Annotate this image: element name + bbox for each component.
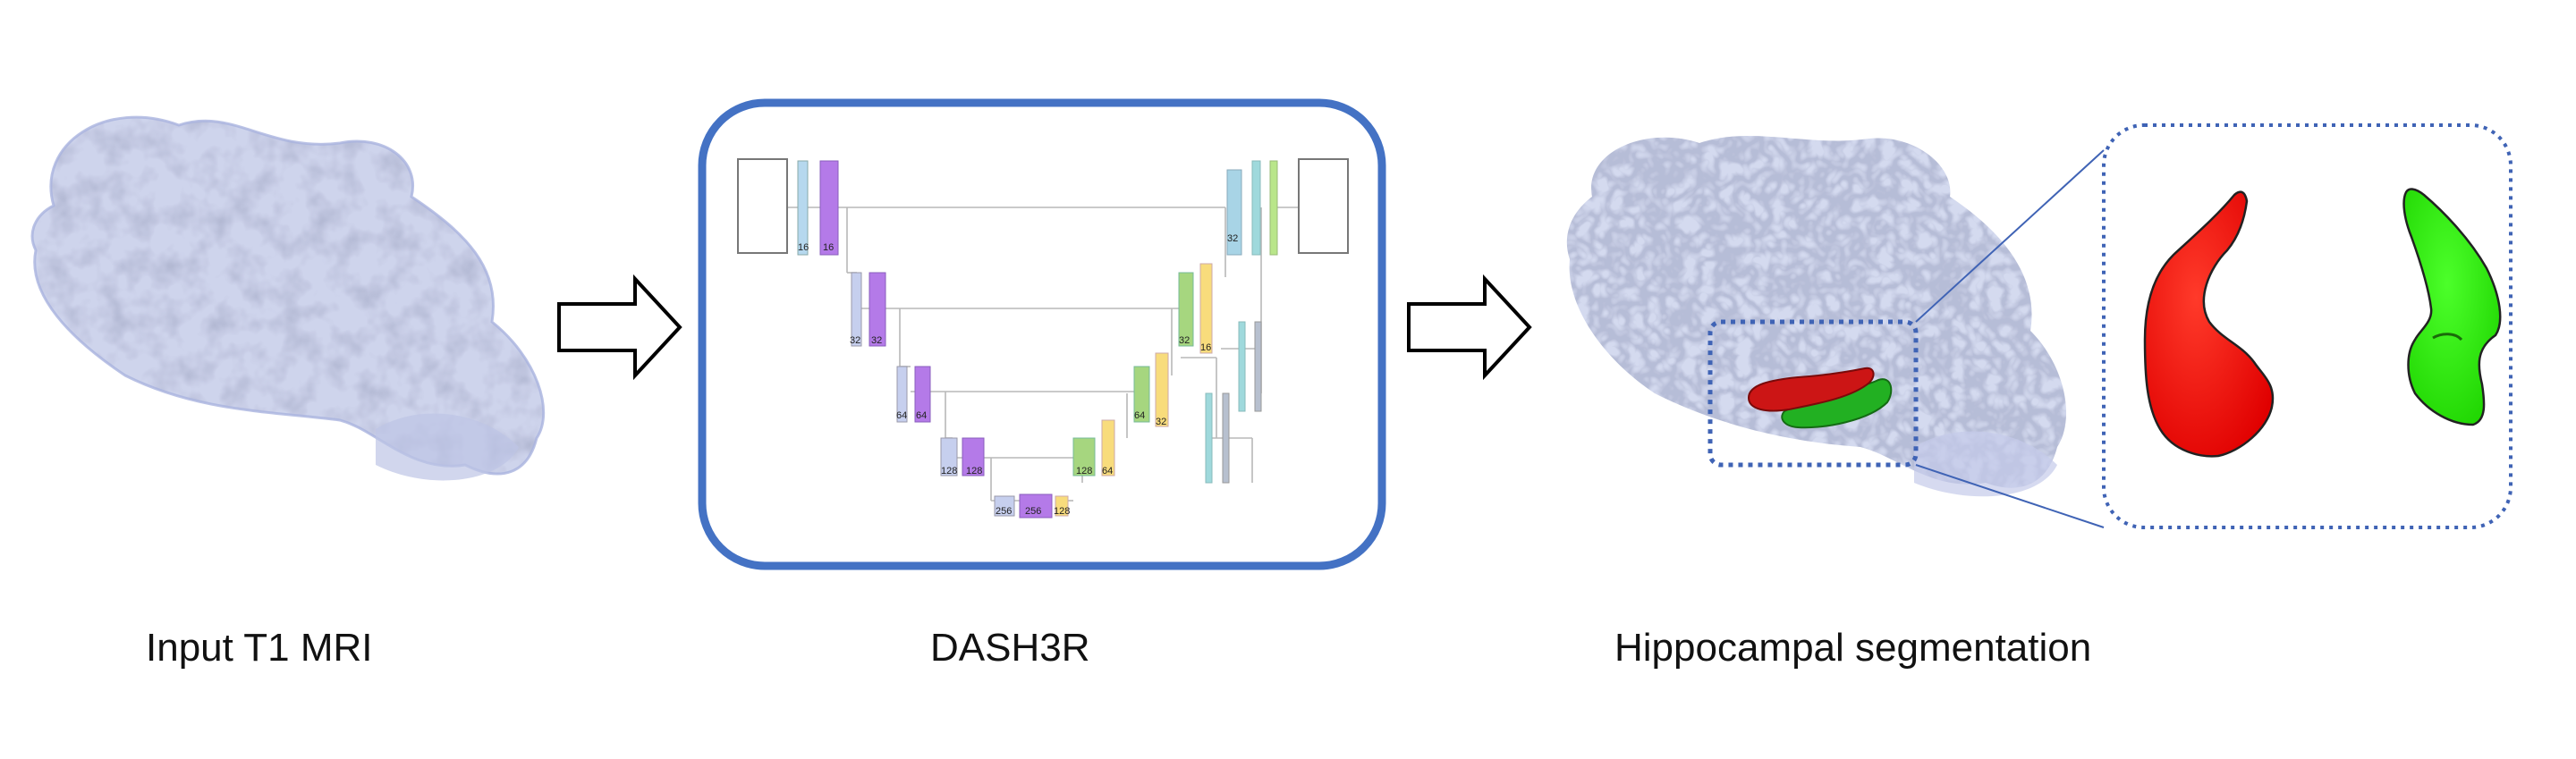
- small-hippocampus-red: [1747, 367, 1875, 412]
- output-brain-render: [1566, 135, 2066, 497]
- dec1-label-a: 32: [1227, 233, 1238, 244]
- enc1-label-b: 16: [823, 242, 834, 253]
- enc1-label-a: 16: [798, 242, 809, 253]
- arrow-model-to-output: [1407, 274, 1532, 381]
- dec4-label-a: 128: [1076, 466, 1092, 476]
- enc3-label-a: 64: [896, 410, 907, 421]
- zoom-connector-lines: [1915, 149, 2105, 528]
- enc4-label-a: 128: [941, 466, 957, 476]
- bottleneck-label-a: 256: [996, 506, 1012, 517]
- arrow-input-to-model: [557, 274, 682, 381]
- dash3r-model-panel: 16 16 32 32 64 64 128 128 256 256 128 12…: [698, 98, 1386, 570]
- caption-output: Hippocampal segmentation: [1614, 626, 2092, 670]
- enc2-label-a: 32: [850, 335, 860, 346]
- output-volume-box: [1298, 158, 1349, 254]
- dec4-label-b: 64: [1102, 466, 1113, 476]
- caption-input: Input T1 MRI: [146, 626, 373, 670]
- bottleneck-label-c: 128: [1054, 506, 1070, 517]
- enc4-label-b: 128: [966, 466, 982, 476]
- segmentation-zoom-panel: [2102, 123, 2512, 529]
- dec3-label-a: 64: [1134, 410, 1145, 421]
- dec2-label-a: 32: [1179, 335, 1190, 346]
- enc3-label-b: 64: [916, 410, 927, 421]
- caption-model: DASH3R: [930, 626, 1090, 670]
- zoom-region-box: [1707, 319, 1919, 468]
- enc2-label-b: 32: [871, 335, 882, 346]
- hippocampus-red-zoom: [2143, 190, 2275, 458]
- bottleneck-label-b: 256: [1025, 506, 1041, 517]
- input-brain-render: [30, 115, 546, 481]
- input-volume-box: [737, 158, 788, 254]
- dec2-label-b: 16: [1200, 342, 1211, 353]
- dec3-label-b: 32: [1156, 417, 1166, 427]
- hippocampus-green-zoom: [2402, 188, 2502, 426]
